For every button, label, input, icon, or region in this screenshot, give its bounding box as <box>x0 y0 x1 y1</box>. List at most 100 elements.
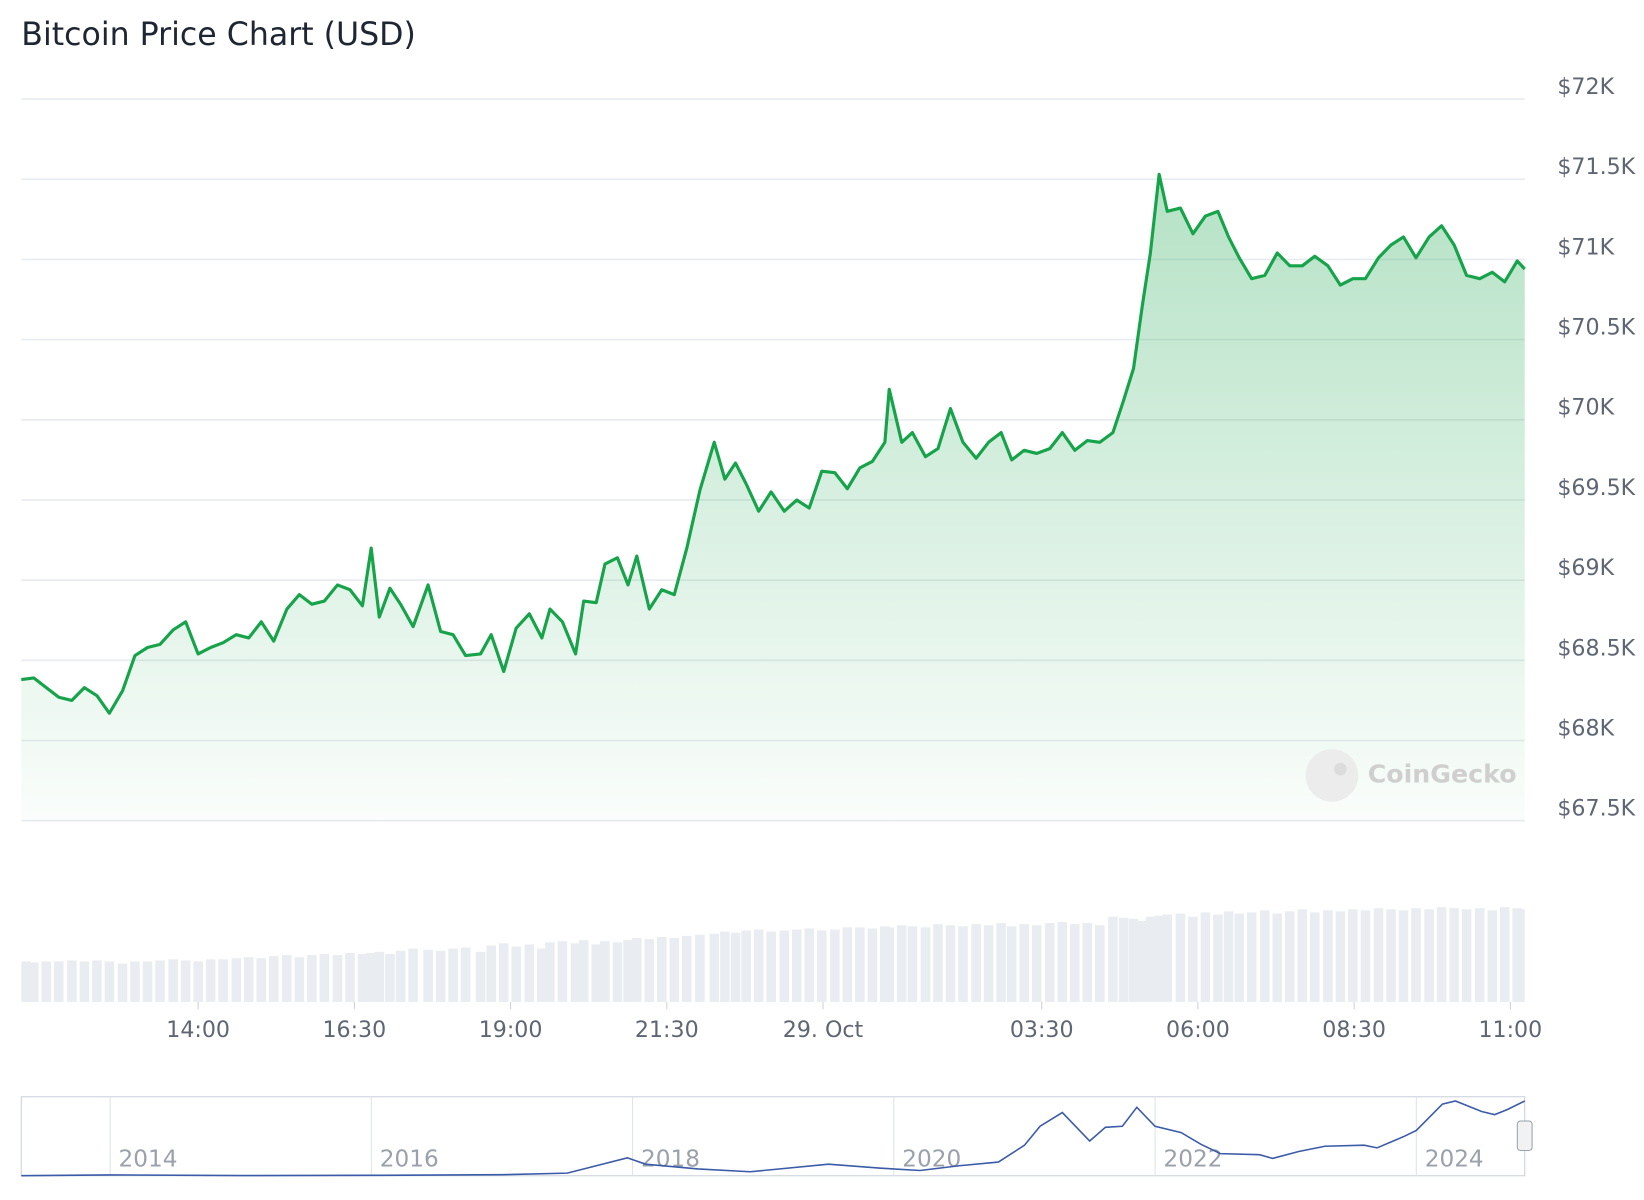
y-tick-label: $69K <box>1557 555 1614 581</box>
volume-bar <box>268 956 279 1002</box>
volume-bar <box>1398 910 1409 1002</box>
volume-bar <box>332 955 343 1002</box>
x-tick-label: 08:30 <box>1322 1017 1386 1043</box>
volume-bar <box>117 963 128 1002</box>
volume-bar <box>142 961 153 1002</box>
volume-bar <box>282 955 292 1002</box>
volume-bar <box>243 957 254 1002</box>
volume-bar <box>1006 926 1017 1002</box>
volume-bar <box>958 926 968 1002</box>
volume-bar <box>41 961 52 1002</box>
volume-bar <box>1386 909 1396 1002</box>
volume-bar <box>867 928 878 1002</box>
volume-bar <box>1128 918 1139 1002</box>
watermark: CoinGecko <box>1305 749 1517 802</box>
volume-bar <box>193 961 203 1002</box>
volume-bar <box>395 950 406 1002</box>
volume-bar <box>374 951 385 1002</box>
volume-bar <box>294 957 305 1002</box>
volume-bar <box>1019 924 1029 1002</box>
volume-bar <box>896 925 907 1002</box>
volume-bar <box>1213 914 1223 1002</box>
volume-bar <box>524 944 535 1002</box>
y-tick-label: $70.5K <box>1557 315 1635 341</box>
volume-bar <box>753 929 764 1002</box>
volume-bar <box>830 929 840 1002</box>
volume-bar <box>842 927 853 1002</box>
volume-bar <box>1162 914 1173 1002</box>
volume-bar <box>1118 917 1129 1002</box>
plot <box>21 98 1526 822</box>
volume-bar <box>920 927 931 1002</box>
volume-bar <box>1515 909 1525 1002</box>
volume-bar <box>475 951 486 1002</box>
watermark-eye <box>1334 762 1347 776</box>
volume-bar <box>1411 908 1421 1002</box>
volume-bar <box>1499 907 1510 1002</box>
volume-bar <box>67 960 77 1002</box>
volume-bar <box>682 935 692 1002</box>
volume-bar <box>1449 908 1459 1002</box>
volume-bar <box>205 959 216 1002</box>
volume-bar <box>218 959 228 1002</box>
navigator-tick-label: 2014 <box>119 1145 178 1172</box>
volume-bar <box>1057 922 1068 1002</box>
volume-bar <box>319 953 330 1002</box>
volume-bar <box>448 948 458 1002</box>
volume-bar <box>423 949 433 1002</box>
volume-bar <box>180 960 191 1002</box>
volume-bar <box>741 930 751 1002</box>
volume-bar <box>1260 910 1270 1002</box>
y-tick-label: $69.5K <box>1557 475 1635 501</box>
volume-bar <box>256 958 267 1002</box>
volume-bar <box>1360 910 1371 1002</box>
volume-bar <box>766 931 776 1002</box>
navigator-handle[interactable] <box>1516 1120 1533 1152</box>
y-tick-label: $72K <box>1557 74 1614 100</box>
volume-bar <box>366 952 376 1002</box>
volume-bar <box>345 952 355 1002</box>
volume-bar <box>557 941 568 1002</box>
x-tick-label: 29. Oct <box>783 1017 864 1043</box>
volume-bar <box>29 962 39 1002</box>
volume-bar <box>1045 923 1055 1002</box>
x-tick-label: 16:30 <box>322 1017 386 1043</box>
volume-bar <box>498 943 509 1002</box>
volume-bar <box>1145 916 1156 1002</box>
volume-bar <box>612 942 623 1002</box>
y-tick-label: $68.5K <box>1557 635 1635 661</box>
volume-bar <box>1461 909 1472 1002</box>
volume-bar <box>92 960 102 1002</box>
volume-bar <box>695 934 705 1002</box>
x-tick-label: 03:30 <box>1010 1017 1074 1043</box>
volume-bar <box>1082 923 1093 1002</box>
price-line <box>21 172 1526 715</box>
volume-bar <box>1031 925 1042 1002</box>
volume-bar <box>1487 910 1498 1002</box>
volume-bar <box>1348 909 1358 1002</box>
volume-bar <box>1323 910 1333 1002</box>
volume-bar <box>570 943 581 1002</box>
volume-bar <box>385 953 395 1002</box>
volume-bar <box>79 961 90 1002</box>
volume-bar <box>537 948 547 1002</box>
navigator-tick-label: 2024 <box>1425 1145 1484 1172</box>
volume-bar <box>231 958 242 1002</box>
navigator-frame <box>20 1096 1526 1177</box>
volume-bar <box>971 924 981 1002</box>
volume-bar <box>600 941 610 1002</box>
volume-bar <box>1309 912 1320 1002</box>
volume-bar <box>1223 911 1234 1002</box>
volume-bar <box>1424 909 1434 1002</box>
y-tick-label: $71.5K <box>1557 154 1635 180</box>
watermark-text: CoinGecko <box>1368 759 1517 788</box>
volume-bar <box>1175 913 1186 1002</box>
volume-bar <box>1108 916 1118 1002</box>
volume-bar <box>709 933 720 1002</box>
volume-bar <box>21 961 31 1002</box>
volume-bar <box>1373 908 1384 1002</box>
volume-bar <box>657 936 667 1002</box>
volume-bar <box>104 961 115 1002</box>
watermark-icon <box>1305 749 1359 802</box>
